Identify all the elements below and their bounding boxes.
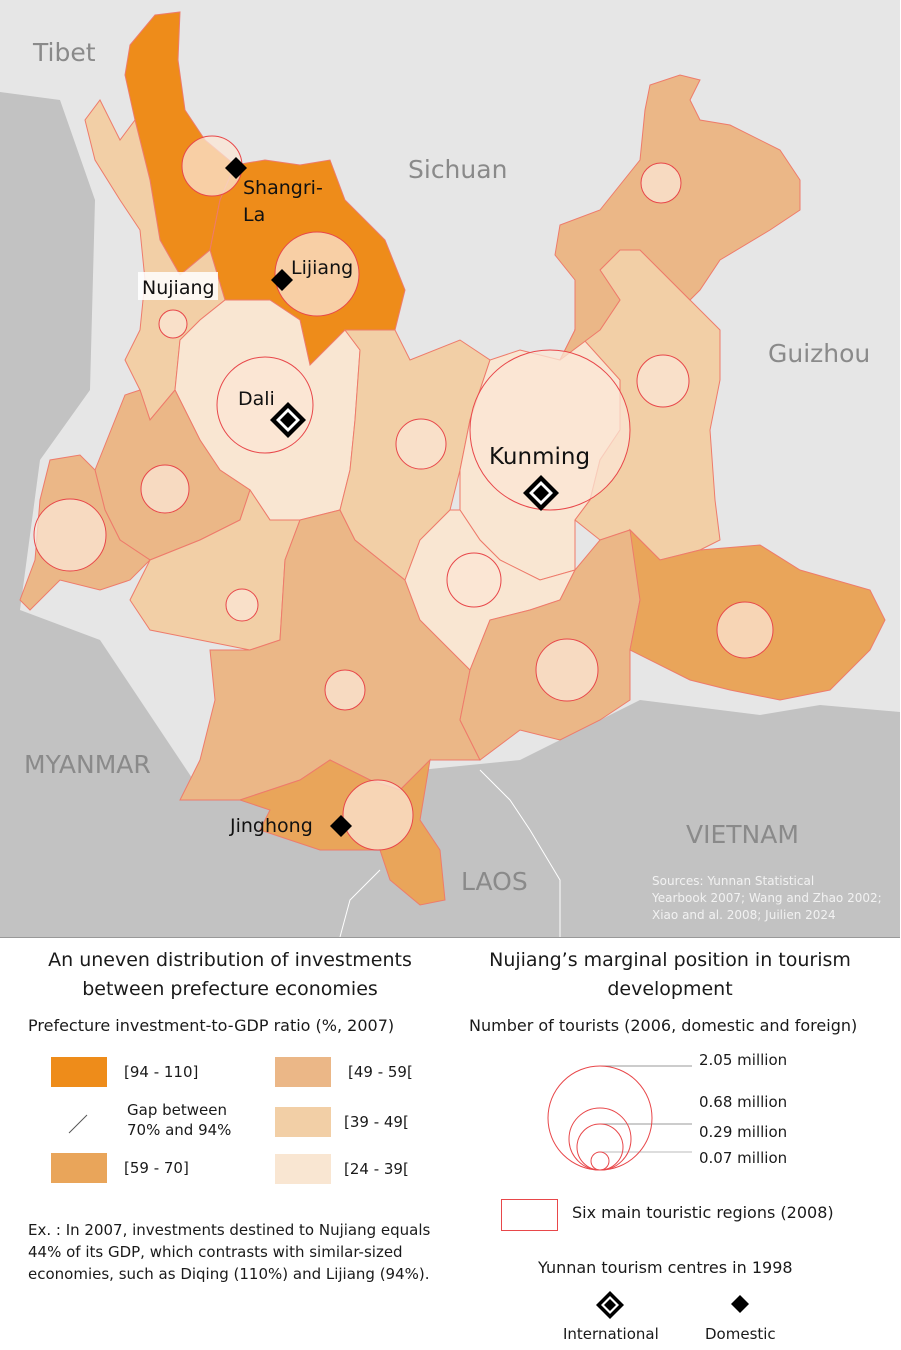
tourist-circle-zhaotong bbox=[446, 552, 502, 608]
proportional-circles-legend bbox=[547, 1065, 692, 1171]
label-guizhou: Guizhou bbox=[768, 339, 870, 368]
label-shangrila: Shangri- bbox=[243, 177, 323, 199]
label-lijiang: Lijiang bbox=[291, 257, 353, 279]
size-circle-0.29 bbox=[576, 1123, 624, 1171]
international-label: International bbox=[563, 1325, 659, 1343]
domestic-centre-icon-shangrila bbox=[225, 157, 247, 179]
example-line: Ex. : In 2007, investments destined to N… bbox=[28, 1221, 431, 1239]
legend-left-title: An uneven distribution of investments be… bbox=[48, 949, 412, 1000]
size-label: 0.29 million bbox=[699, 1123, 788, 1141]
example-line: economies, such as Diqing (110%) and Lij… bbox=[28, 1265, 430, 1283]
label-myanmar: MYANMAR bbox=[24, 750, 151, 779]
border-line bbox=[339, 869, 381, 937]
gap-slash-icon bbox=[68, 1114, 88, 1134]
label-tibet: Tibet bbox=[32, 38, 96, 67]
gap-label: 70% and 94% bbox=[127, 1121, 232, 1139]
label-kunming: Kunming bbox=[489, 444, 590, 470]
nujiang-label-box bbox=[138, 272, 218, 300]
class-label: [49 - 59[ bbox=[348, 1063, 413, 1081]
size-label: 0.68 million bbox=[699, 1093, 788, 1111]
domestic-diamond-icon bbox=[731, 1295, 749, 1313]
size-label: 2.05 million bbox=[699, 1051, 788, 1069]
gap-label: Gap between bbox=[127, 1101, 227, 1119]
swatch-24-39 bbox=[275, 1154, 331, 1184]
place-labels: Shangri- La Lijiang Nujiang Dali Kunming… bbox=[142, 177, 590, 837]
tourist-circle-lincang bbox=[640, 162, 682, 204]
centres-title: Yunnan tourism centres in 1998 bbox=[538, 1258, 793, 1277]
tourist-circle-dehong bbox=[395, 418, 447, 470]
class-label: [94 - 110] bbox=[124, 1063, 199, 1081]
tourist-circle-yuxi bbox=[535, 638, 599, 702]
tourist-circle-honghe bbox=[716, 601, 774, 659]
swatch-94-110 bbox=[51, 1057, 107, 1087]
tourist-circle-wenshan bbox=[342, 779, 414, 851]
label-shangrila-2: La bbox=[243, 204, 265, 226]
class-label: [59 - 70] bbox=[124, 1159, 189, 1177]
international-centre-core bbox=[280, 412, 296, 428]
label-sichuan: Sichuan bbox=[408, 155, 507, 184]
legend-right-subtitle: Number of tourists (2006, domestic and f… bbox=[469, 1016, 858, 1035]
swatch-49-59 bbox=[275, 1057, 331, 1087]
size-circle-2.05 bbox=[547, 1065, 653, 1171]
tourist-circle-lijiang bbox=[274, 231, 360, 317]
country-labels: Tibet Sichuan Guizhou MYANMAR VIETNAM LA… bbox=[24, 38, 870, 896]
prefecture-zhaotong bbox=[554, 74, 801, 361]
label-nujiang: Nujiang bbox=[142, 277, 215, 299]
border-line bbox=[479, 769, 561, 937]
international-centre-core bbox=[533, 485, 549, 501]
label-vietnam: VIETNAM bbox=[686, 820, 799, 849]
touristic-region-label: Six main touristic regions (2008) bbox=[572, 1203, 834, 1222]
class-label: [39 - 49[ bbox=[344, 1113, 409, 1131]
sources: Sources: Yunnan Statistical Yearbook 200… bbox=[651, 874, 882, 922]
label-dali: Dali bbox=[238, 388, 275, 410]
touristic-region-swatch bbox=[501, 1199, 558, 1231]
tourist-circle-qujing bbox=[324, 669, 366, 711]
label-jinghong: Jinghong bbox=[229, 815, 313, 837]
class-label: [24 - 39[ bbox=[344, 1160, 409, 1178]
size-circle-0.07 bbox=[590, 1151, 610, 1171]
legend-left-subtitle: Prefecture investment-to-GDP ratio (%, 2… bbox=[28, 1016, 395, 1035]
sources-line: Yearbook 2007; Wang and Zhao 2002; bbox=[651, 891, 882, 905]
domestic-centre-icon-lijiang bbox=[271, 269, 293, 291]
example-note: Ex. : In 2007, investments destined to N… bbox=[28, 1219, 430, 1285]
swatch-39-49 bbox=[275, 1107, 331, 1137]
sources-line: Sources: Yunnan Statistical bbox=[652, 874, 814, 888]
size-label: 0.07 million bbox=[699, 1149, 788, 1167]
label-laos: LAOS bbox=[461, 867, 528, 896]
tourist-circle-nujiang bbox=[158, 309, 188, 339]
domestic-centre-icon-jinghong bbox=[330, 815, 352, 837]
international-diamond-icon bbox=[596, 1291, 624, 1319]
sources-line: Xiao and al. 2008; Juilien 2024 bbox=[652, 908, 836, 922]
example-line: 44% of its GDP, which contrasts with sim… bbox=[28, 1243, 403, 1261]
tourist-circle-baoshan bbox=[469, 349, 631, 511]
tourist-circle-chuxiong bbox=[33, 498, 107, 572]
swatch-59-70 bbox=[51, 1153, 107, 1183]
legend-right-title: Nujiang’s marginal position in tourism d… bbox=[489, 949, 851, 1000]
tourist-circle-xishuangbanna bbox=[140, 464, 190, 514]
domestic-label: Domestic bbox=[705, 1325, 776, 1343]
tourist-circle-kunming bbox=[225, 588, 259, 622]
yunnan-map: Tibet Sichuan Guizhou MYANMAR VIETNAM LA… bbox=[0, 0, 900, 938]
tourist-circle-puer bbox=[636, 354, 690, 408]
